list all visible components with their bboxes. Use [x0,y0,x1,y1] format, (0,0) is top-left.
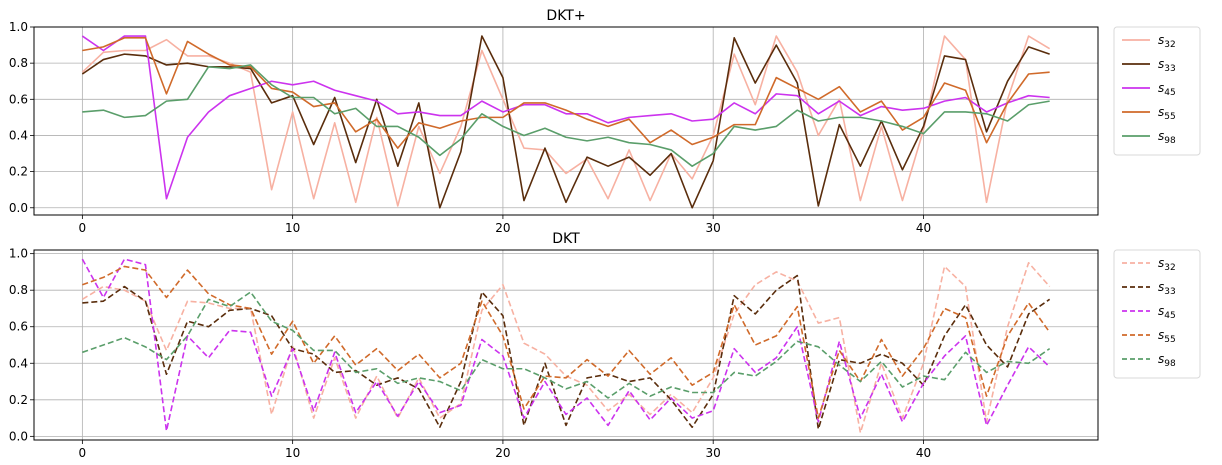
y-tick-label: 1.0 [9,20,28,34]
legend-label-s33: s33 [1158,57,1176,74]
x-tick-label: 0 [79,221,87,235]
y-tick-label: 0.6 [9,320,28,334]
y-tick-label: 0.0 [9,201,28,215]
legend-label-s98: s98 [1158,129,1176,146]
legend-label-s32: s32 [1158,33,1176,50]
panel-dkt-plus: 0 10 20 30 40 0.0 0.2 0.4 0.6 0.8 1.0 DKT+ s32 s33 s45… [9,8,1201,235]
legend: s32 s33 s45 s55 s98 [1113,26,1201,156]
legend-label-s55: s55 [1158,105,1176,122]
chart-title: DKT+ [546,8,585,24]
legend-label-s45: s45 [1158,81,1176,98]
legend-label-s45: s45 [1158,304,1176,321]
legend-box [1113,26,1201,156]
axes-frame [33,249,1099,441]
legend-label-s32: s32 [1158,256,1176,273]
series-line-s45 [81,35,1050,200]
y-tick-label: 0.2 [9,393,28,407]
chart-title: DKT [552,231,580,247]
legend-label-s33: s33 [1158,280,1176,297]
series-line-s33 [82,274,1051,430]
series-line-s33 [81,35,1050,209]
series-line-s32 [81,35,1051,207]
y-tick-label: 0.0 [9,429,28,443]
x-tick-label: 20 [495,221,510,235]
x-tick-label: 40 [916,446,931,460]
x-tick-label: 20 [495,446,510,460]
legend-label-s55: s55 [1158,328,1176,345]
x-tick-label: 10 [285,446,300,460]
y-tick-label: 0.2 [9,165,28,179]
x-tick-label: 30 [706,221,721,235]
legend-label-s98: s98 [1158,352,1176,369]
x-tick-label: 30 [706,446,721,460]
y-tick-label: 0.6 [9,92,28,106]
y-tick-label: 1.0 [9,247,28,261]
legend-box [1113,249,1201,379]
x-tick-label: 0 [79,446,87,460]
y-tick-label: 0.4 [9,356,28,370]
series-line-s45 [81,258,1051,432]
y-tick-label: 0.8 [9,283,28,297]
y-tick-label: 0.8 [9,56,28,70]
series-line-s98 [82,64,1050,167]
axes-frame [33,26,1099,216]
x-tick-label: 40 [916,221,931,235]
y-tick-label: 0.4 [9,128,28,142]
x-tick-label: 10 [285,221,300,235]
series-line-s55 [82,37,1050,149]
panel-dkt: 0 10 20 30 400.00.20.40.60.81.0DKTs32s33s45s… [9,231,1201,460]
series-line-s32 [81,261,1051,434]
series-line-s55 [82,265,1051,419]
series-line-s98 [82,291,1051,399]
legend: s32 s33 s45 s55 s98 [1113,249,1201,379]
